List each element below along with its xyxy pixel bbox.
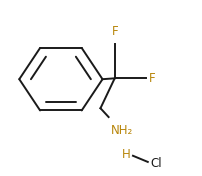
Text: Cl: Cl [149, 157, 161, 170]
Text: H: H [121, 148, 130, 161]
Text: F: F [111, 25, 117, 38]
Text: NH₂: NH₂ [110, 124, 132, 137]
Text: F: F [148, 72, 155, 85]
